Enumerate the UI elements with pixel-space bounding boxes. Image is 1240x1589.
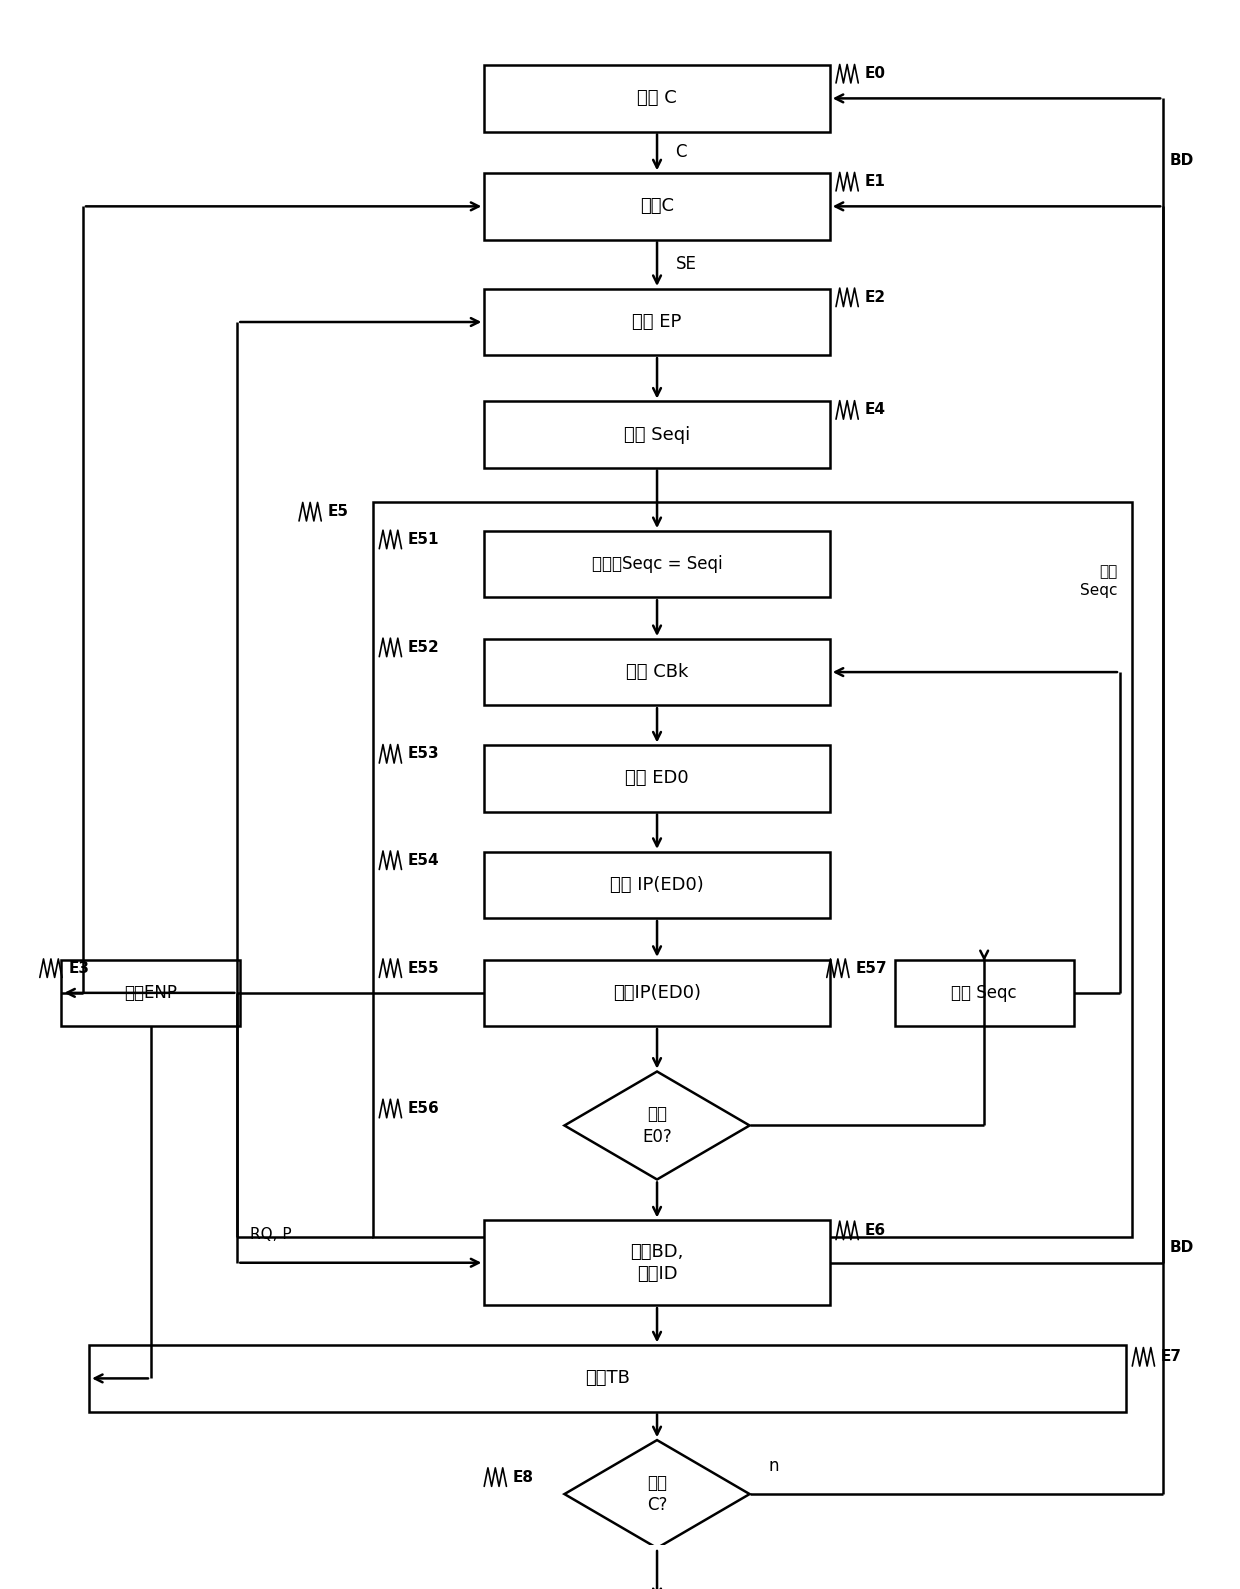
Text: C: C [676, 143, 687, 162]
Text: RQ, P: RQ, P [249, 1227, 291, 1243]
Text: 排序 Seqi: 排序 Seqi [624, 426, 691, 443]
Text: E3: E3 [68, 961, 89, 976]
FancyBboxPatch shape [484, 402, 830, 467]
FancyBboxPatch shape [484, 173, 830, 240]
Text: E8: E8 [512, 1470, 533, 1484]
FancyBboxPatch shape [895, 960, 1074, 1026]
Text: E1: E1 [864, 175, 885, 189]
Text: 编码
Seqc: 编码 Seqc [1080, 564, 1117, 597]
Text: E0: E0 [864, 67, 885, 81]
Text: E6: E6 [864, 1224, 885, 1238]
Text: 处理C: 处理C [640, 197, 675, 216]
FancyBboxPatch shape [62, 960, 241, 1026]
FancyBboxPatch shape [484, 1220, 830, 1305]
Text: 最后
C?: 最后 C? [647, 1475, 667, 1514]
Text: 计算 IP(ED0): 计算 IP(ED0) [610, 876, 704, 895]
Text: E51: E51 [408, 532, 439, 547]
Text: E2: E2 [864, 289, 885, 305]
FancyBboxPatch shape [373, 502, 1132, 1236]
Text: 插入TB: 插入TB [585, 1370, 630, 1387]
Text: 选择 CBk: 选择 CBk [626, 663, 688, 682]
Text: SE: SE [676, 256, 697, 273]
FancyBboxPatch shape [484, 745, 830, 812]
Text: 编码IP(ED0): 编码IP(ED0) [613, 984, 701, 1001]
Text: 编码ENP: 编码ENP [124, 984, 177, 1001]
Text: BD: BD [1169, 153, 1194, 167]
Text: E57: E57 [856, 961, 887, 976]
Text: 初始化Seqc = Seqi: 初始化Seqc = Seqi [591, 555, 723, 574]
Polygon shape [564, 1071, 750, 1179]
Text: BD: BD [1169, 1239, 1194, 1255]
Text: 预测 ED0: 预测 ED0 [625, 769, 689, 788]
Text: E56: E56 [408, 1101, 439, 1115]
Text: E55: E55 [408, 961, 439, 976]
FancyBboxPatch shape [484, 531, 830, 597]
FancyBboxPatch shape [484, 289, 830, 356]
Text: E54: E54 [408, 853, 439, 868]
Text: 选择 C: 选择 C [637, 89, 677, 108]
Text: 解码BD,
重构ID: 解码BD, 重构ID [630, 1243, 683, 1282]
Polygon shape [564, 1440, 750, 1548]
Text: E53: E53 [408, 747, 439, 761]
Text: E4: E4 [864, 402, 885, 418]
Text: E5: E5 [327, 504, 348, 520]
Text: 选择 EP: 选择 EP [632, 313, 682, 331]
Text: E52: E52 [408, 640, 439, 655]
Text: E7: E7 [1161, 1349, 1182, 1365]
Text: 最后
E0?: 最后 E0? [642, 1106, 672, 1146]
FancyBboxPatch shape [484, 852, 830, 918]
FancyBboxPatch shape [484, 960, 830, 1026]
FancyBboxPatch shape [484, 639, 830, 706]
FancyBboxPatch shape [89, 1346, 1126, 1411]
Text: 更新 Seqc: 更新 Seqc [951, 984, 1017, 1001]
Text: n: n [768, 1457, 779, 1475]
FancyBboxPatch shape [484, 65, 830, 132]
